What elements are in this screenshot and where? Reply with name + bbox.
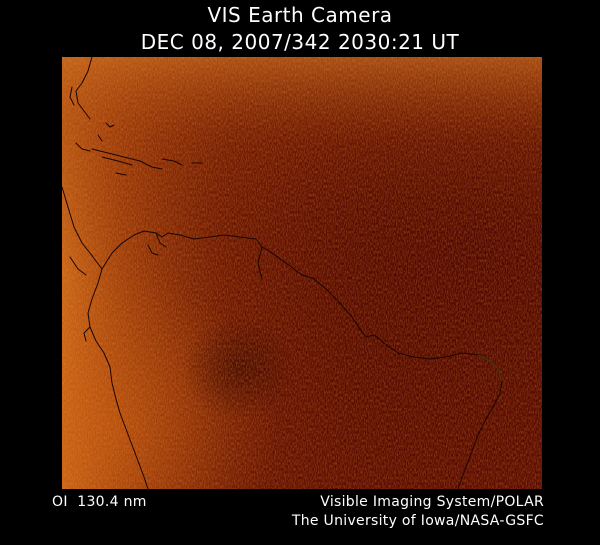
filter-wavelength: OI 130.4 nm (52, 494, 147, 510)
camera-title: VIS Earth Camera (207, 3, 393, 27)
earth-camera-image (62, 57, 542, 489)
observation-timestamp: DEC 08, 2007/342 2030:21 UT (140, 30, 460, 54)
instrument-credit: Visible Imaging System/POLAR (320, 494, 544, 510)
auroral-image-svg (62, 57, 542, 489)
coastline-overlay (62, 57, 503, 489)
institution-credit: The University of Iowa/NASA-GSFC (291, 513, 544, 529)
title-block: VIS Earth Camera DEC 08, 2007/342 2030:2… (0, 2, 600, 56)
credits-block: Visible Imaging System/POLAR The Univers… (292, 493, 544, 531)
